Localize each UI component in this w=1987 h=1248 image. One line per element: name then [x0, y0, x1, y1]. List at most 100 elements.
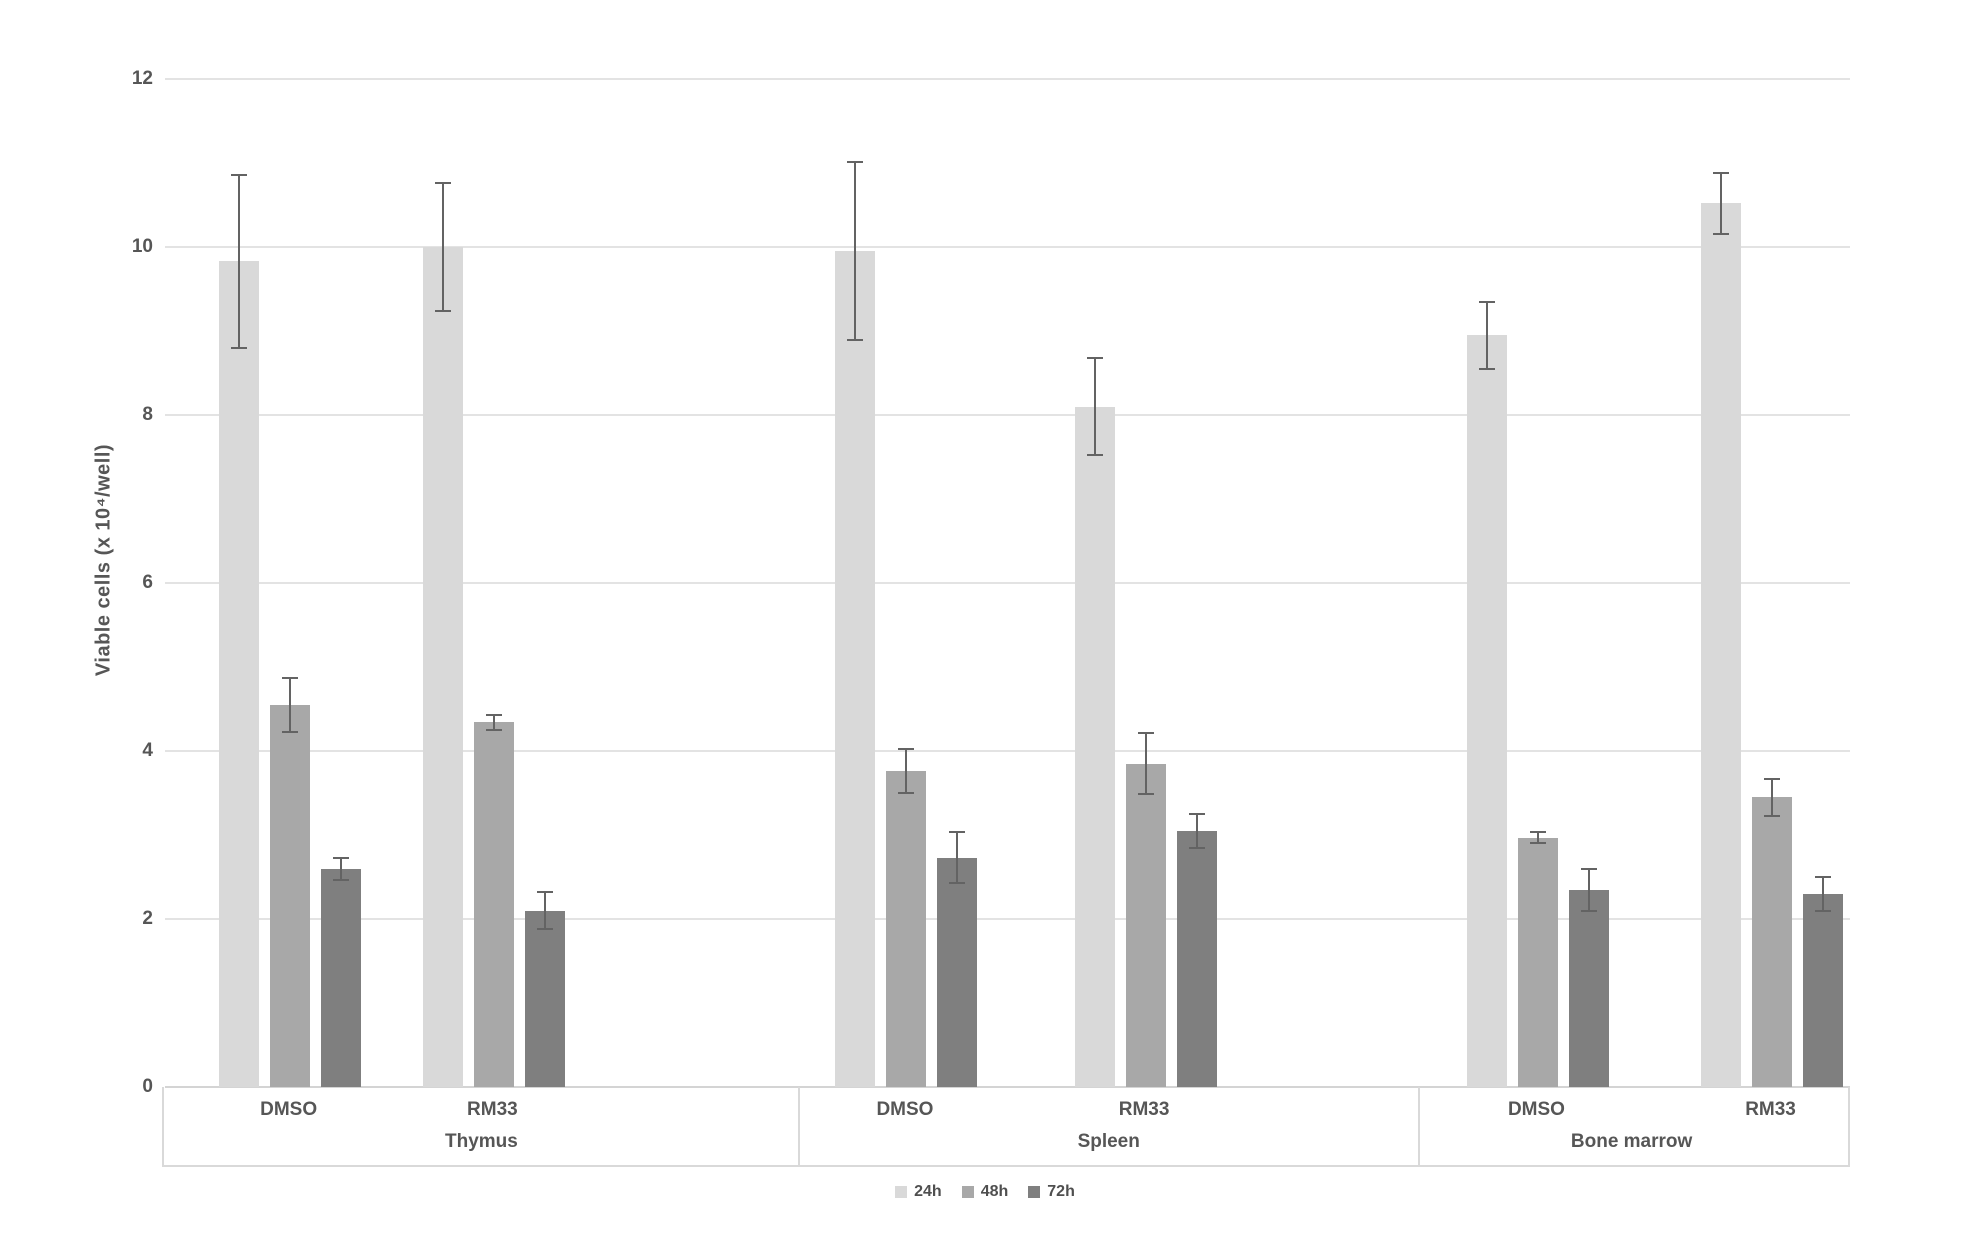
group-label-bone-marrow: Bone marrow	[1570, 1131, 1693, 1152]
bar-48h-rm33-spleen	[1125, 763, 1166, 1087]
error-bar-cap-top	[1815, 876, 1832, 878]
error-bar-cap-bottom	[1479, 367, 1496, 370]
gridline-10	[165, 246, 1850, 248]
gridline-12	[165, 78, 1850, 80]
bar-72h-rm33-bone-marrow	[1803, 893, 1844, 1087]
error-bar-cap-bottom	[1530, 842, 1547, 845]
bar-72h-rm33-spleen	[1176, 830, 1217, 1087]
error-bar	[1822, 877, 1825, 911]
error-bar	[1144, 733, 1147, 794]
error-bar-cap-top	[1764, 777, 1781, 780]
error-bar	[441, 183, 444, 311]
bar-24h-rm33-spleen	[1074, 406, 1115, 1087]
error-bar-cap-bottom	[1188, 846, 1205, 849]
error-bar	[237, 174, 240, 348]
error-bar	[543, 892, 546, 930]
error-bar-cap-top	[898, 748, 915, 751]
error-bar-cap-top	[281, 676, 298, 679]
error-bar-cap-top	[1581, 867, 1598, 870]
legend-swatch-24h	[895, 1186, 908, 1198]
legend-item-48h: 48h	[961, 1183, 1009, 1201]
gridline-2	[165, 918, 1850, 920]
bar-72h-rm33-thymus	[524, 910, 565, 1087]
bar-24h-dmso-thymus	[218, 261, 259, 1087]
error-bar-cap-top	[485, 713, 502, 716]
bar-24h-dmso-bone-marrow	[1467, 335, 1508, 1087]
condition-label-rm33: RM33	[1118, 1099, 1170, 1120]
error-bar-cap-bottom	[332, 878, 349, 881]
legend-swatch-48h	[961, 1186, 974, 1198]
error-bar-cap-top	[1713, 172, 1730, 175]
error-bar	[1720, 173, 1723, 234]
condition-label-dmso: DMSO	[260, 1099, 318, 1120]
error-bar-cap-bottom	[1086, 454, 1103, 457]
error-bar-cap-bottom	[1815, 909, 1832, 912]
condition-label-rm33: RM33	[467, 1099, 518, 1120]
condition-label-dmso: DMSO	[876, 1099, 934, 1120]
legend-label-48h: 48h	[980, 1183, 1009, 1200]
error-bar-cap-bottom	[949, 881, 966, 884]
error-bar	[854, 162, 857, 341]
y-tick-label: 4	[142, 740, 153, 761]
bar-24h-rm33-thymus	[422, 247, 463, 1087]
error-bar-cap-bottom	[1764, 814, 1781, 817]
error-bar	[1537, 831, 1540, 844]
error-bar-cap-bottom	[281, 730, 298, 733]
error-bar	[905, 749, 908, 793]
error-bar	[1486, 301, 1489, 369]
error-bar	[1588, 868, 1591, 911]
condition-label-dmso: DMSO	[1507, 1099, 1565, 1120]
bar-48h-rm33-thymus	[473, 722, 514, 1087]
error-bar-cap-bottom	[1137, 792, 1154, 795]
legend-swatch-72h	[1028, 1186, 1041, 1198]
bar-48h-rm33-bone-marrow	[1752, 797, 1793, 1087]
error-bar	[1771, 778, 1774, 816]
error-bar-cap-top	[332, 856, 349, 859]
condition-label-rm33: RM33	[1745, 1099, 1796, 1120]
error-bar-cap-bottom	[485, 729, 502, 731]
bar-48h-dmso-spleen	[886, 771, 927, 1087]
error-bar-cap-bottom	[847, 339, 864, 342]
legend-label-72h: 72h	[1047, 1183, 1075, 1200]
y-tick-label: 0	[142, 1076, 153, 1097]
error-bar-cap-bottom	[1713, 232, 1730, 235]
error-bar-cap-bottom	[230, 346, 247, 349]
bar-48h-dmso-thymus	[269, 704, 310, 1087]
bar-72h-dmso-spleen	[937, 857, 978, 1087]
error-bar	[492, 714, 495, 730]
error-bar-cap-bottom	[1581, 909, 1598, 912]
legend-item-24h: 24h	[895, 1183, 942, 1201]
y-tick-label: 6	[142, 572, 153, 593]
error-bar-cap-top	[434, 182, 451, 185]
error-bar-cap-top	[847, 161, 864, 164]
bar-72h-dmso-bone-marrow	[1569, 889, 1610, 1087]
legend-label-24h: 24h	[914, 1183, 942, 1200]
y-axis-title: Viable cells (x 10⁴/well)	[92, 443, 115, 677]
group-divider	[1417, 1087, 1420, 1165]
error-bar-cap-top	[1479, 300, 1496, 303]
y-tick-label: 12	[131, 68, 153, 89]
group-label-thymus: Thymus	[444, 1131, 518, 1152]
gridline-8	[165, 414, 1850, 416]
error-bar	[288, 677, 291, 732]
y-tick-label: 8	[142, 404, 153, 425]
error-bar-cap-top	[536, 891, 553, 894]
error-bar-cap-top	[1530, 830, 1547, 833]
error-bar	[1195, 814, 1198, 848]
bar-24h-rm33-bone-marrow	[1701, 203, 1742, 1087]
error-bar-cap-top	[949, 831, 966, 834]
y-tick-label: 10	[131, 236, 153, 257]
legend: 24h 48h 72h	[165, 1183, 1805, 1201]
plot-area: 0 2 4 6 8 10 12	[132, 68, 1850, 1097]
error-bar	[956, 832, 959, 883]
error-bar-cap-bottom	[434, 309, 451, 312]
bar-24h-dmso-spleen	[835, 251, 876, 1087]
group-divider	[797, 1087, 800, 1165]
y-tick-label: 2	[142, 908, 153, 929]
error-bar-cap-top	[1137, 732, 1154, 735]
gridline-6	[165, 582, 1850, 584]
bar-48h-dmso-bone-marrow	[1518, 837, 1559, 1087]
error-bar-cap-bottom	[536, 928, 553, 931]
error-bar	[339, 857, 342, 880]
legend-item-72h: 72h	[1028, 1183, 1075, 1201]
